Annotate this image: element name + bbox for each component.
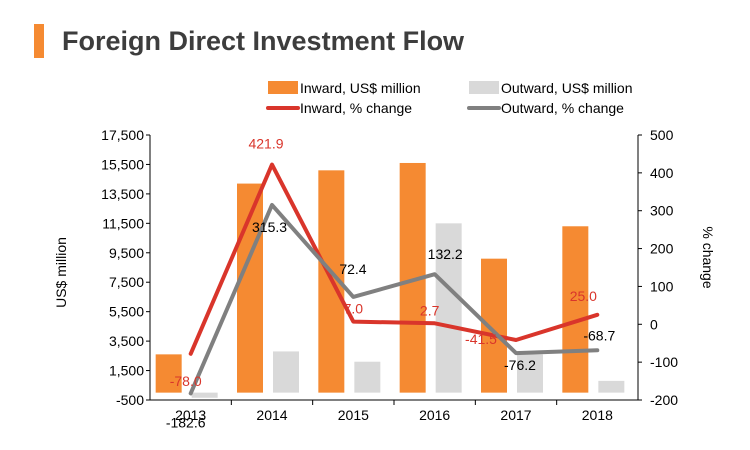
y-left-tick-label: 13,500: [101, 186, 144, 202]
legend-label-0: Inward, US$ million: [300, 80, 421, 96]
data-label-outward-2017: -76.2: [504, 357, 536, 373]
bar-inward-2018: [562, 226, 589, 393]
x-tick-label: 2018: [582, 407, 613, 423]
data-label-outward-2018: -68.7: [583, 327, 615, 343]
y-left-tick-label: 17,500: [101, 127, 144, 143]
y-right-axis-title: % change: [700, 226, 716, 288]
y-right-tick-label: 0: [650, 316, 658, 332]
x-tick-label: 2014: [256, 407, 287, 423]
line-inward-pct-change: [188, 162, 600, 356]
chart-title: Foreign Direct Investment Flow: [62, 26, 465, 56]
y-right-tick-label: -200: [650, 392, 678, 408]
y-left-tick-label: 1,500: [109, 363, 144, 379]
title-accent-bar: [34, 24, 44, 58]
x-tick-label: 2017: [500, 407, 531, 423]
axes-layer: 17,500 15,500 13,500 11,500 9,500 7,500 5,500 3…: [53, 127, 716, 423]
bar-inward-2013: [155, 354, 182, 393]
y-left-axis-title: US$ million: [53, 237, 69, 308]
legend-label-1: Outward, US$ million: [501, 80, 633, 96]
data-label-inward-2018: 25.0: [570, 288, 597, 304]
legend-swatch-1: [469, 81, 499, 94]
data-label-outward-2015: 72.4: [339, 261, 366, 277]
y-right-tick-label: 100: [650, 278, 674, 294]
y-left-tick-label: 3,500: [109, 333, 144, 349]
y-left-tick-label: 9,500: [109, 245, 144, 261]
bar-outward-2016: [435, 223, 462, 393]
bars-layer: [155, 162, 625, 398]
x-tick-label: 2015: [338, 407, 369, 423]
data-label-inward-2014: 421.9: [248, 136, 283, 152]
lines-layer: [188, 162, 600, 396]
x-tick-label: 2016: [419, 407, 450, 423]
data-label-inward-2016: 2.7: [420, 302, 440, 318]
line-outward-pct-change: [188, 202, 600, 396]
data-label-inward-2015: 7.0: [344, 301, 364, 317]
y-left-tick-label: 7,500: [109, 274, 144, 290]
y-right-tick-label: 200: [650, 241, 674, 257]
y-right-tick-label: 300: [650, 203, 674, 219]
y-right-tick-label: 500: [650, 127, 674, 143]
y-right-tick-label: -100: [650, 354, 678, 370]
y-left-tick-label: 15,500: [101, 156, 144, 172]
bar-outward-2013: [191, 392, 218, 398]
x-tick-label: 2013: [175, 407, 206, 423]
bar-outward-2014: [273, 351, 299, 393]
data-label-inward-2017: -41.5: [465, 331, 497, 347]
data-label-inward-2013: -78.0: [170, 373, 202, 389]
bar-outward-2018: [598, 380, 625, 393]
data-label-outward-2014: 315.3: [252, 219, 287, 235]
legend-swatch-0: [268, 81, 298, 94]
data-label-outward-2016: 132.2: [428, 246, 463, 262]
bar-outward-2017: [517, 354, 543, 393]
legend: Inward, US$ million Outward, US$ million I…: [266, 80, 633, 116]
bar-outward-2015: [354, 361, 381, 393]
legend-label-2: Inward, % change: [300, 100, 412, 116]
y-left-tick-label: -500: [116, 392, 144, 408]
y-right-tick-label: 400: [650, 165, 674, 181]
legend-label-3: Outward, % change: [501, 100, 624, 116]
y-left-tick-label: 11,500: [102, 215, 144, 231]
y-left-tick-label: 5,500: [109, 304, 144, 320]
data-labels-layer: -78.0 421.9 7.0 2.7 -41.5 25.0 -182.6 315.3 72.4…: [166, 136, 616, 431]
data-label-outward-2013: -182.6: [166, 414, 206, 430]
